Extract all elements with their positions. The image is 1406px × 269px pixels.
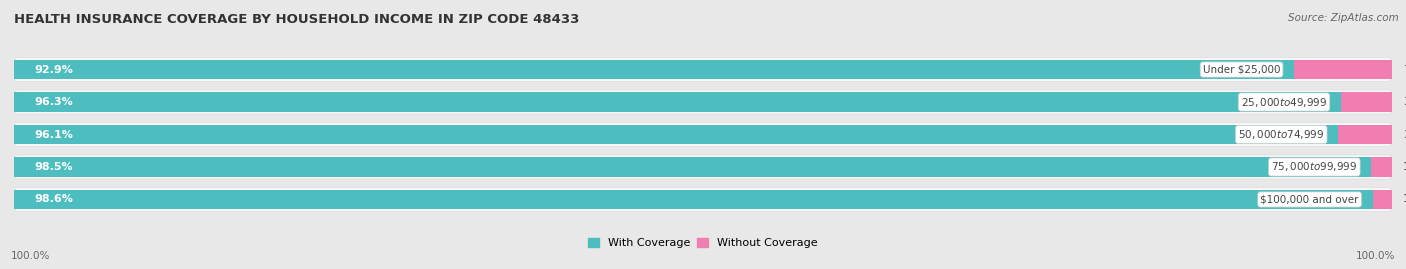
Text: 3.7%: 3.7% — [1403, 97, 1406, 107]
Text: 92.9%: 92.9% — [35, 65, 73, 75]
FancyBboxPatch shape — [14, 58, 1392, 82]
FancyBboxPatch shape — [14, 187, 1392, 211]
Text: 100.0%: 100.0% — [1355, 251, 1395, 261]
Text: Under $25,000: Under $25,000 — [1202, 65, 1281, 75]
Text: 3.9%: 3.9% — [1403, 129, 1406, 140]
FancyBboxPatch shape — [14, 155, 1392, 179]
Bar — [1339, 125, 1392, 144]
Bar — [1294, 60, 1392, 79]
Text: 100.0%: 100.0% — [11, 251, 51, 261]
Text: $50,000 to $74,999: $50,000 to $74,999 — [1239, 128, 1324, 141]
Text: 98.6%: 98.6% — [35, 194, 73, 204]
Bar — [1341, 92, 1392, 112]
Text: Source: ZipAtlas.com: Source: ZipAtlas.com — [1288, 13, 1399, 23]
Bar — [1372, 190, 1392, 209]
Text: 98.5%: 98.5% — [35, 162, 73, 172]
Text: 1.5%: 1.5% — [1403, 162, 1406, 172]
Text: $100,000 and over: $100,000 and over — [1260, 194, 1358, 204]
Text: 96.3%: 96.3% — [35, 97, 73, 107]
Bar — [14, 125, 1339, 144]
Bar — [14, 190, 1372, 209]
Bar — [14, 157, 1371, 177]
Text: 7.1%: 7.1% — [1403, 65, 1406, 75]
Text: 96.1%: 96.1% — [35, 129, 73, 140]
Text: HEALTH INSURANCE COVERAGE BY HOUSEHOLD INCOME IN ZIP CODE 48433: HEALTH INSURANCE COVERAGE BY HOUSEHOLD I… — [14, 13, 579, 26]
Text: $25,000 to $49,999: $25,000 to $49,999 — [1241, 95, 1327, 108]
Legend: With Coverage, Without Coverage: With Coverage, Without Coverage — [583, 234, 823, 253]
FancyBboxPatch shape — [14, 90, 1392, 114]
Text: 1.4%: 1.4% — [1403, 194, 1406, 204]
Bar — [14, 60, 1294, 79]
Bar — [1371, 157, 1392, 177]
FancyBboxPatch shape — [14, 122, 1392, 147]
Bar — [14, 92, 1341, 112]
Text: $75,000 to $99,999: $75,000 to $99,999 — [1271, 161, 1358, 174]
